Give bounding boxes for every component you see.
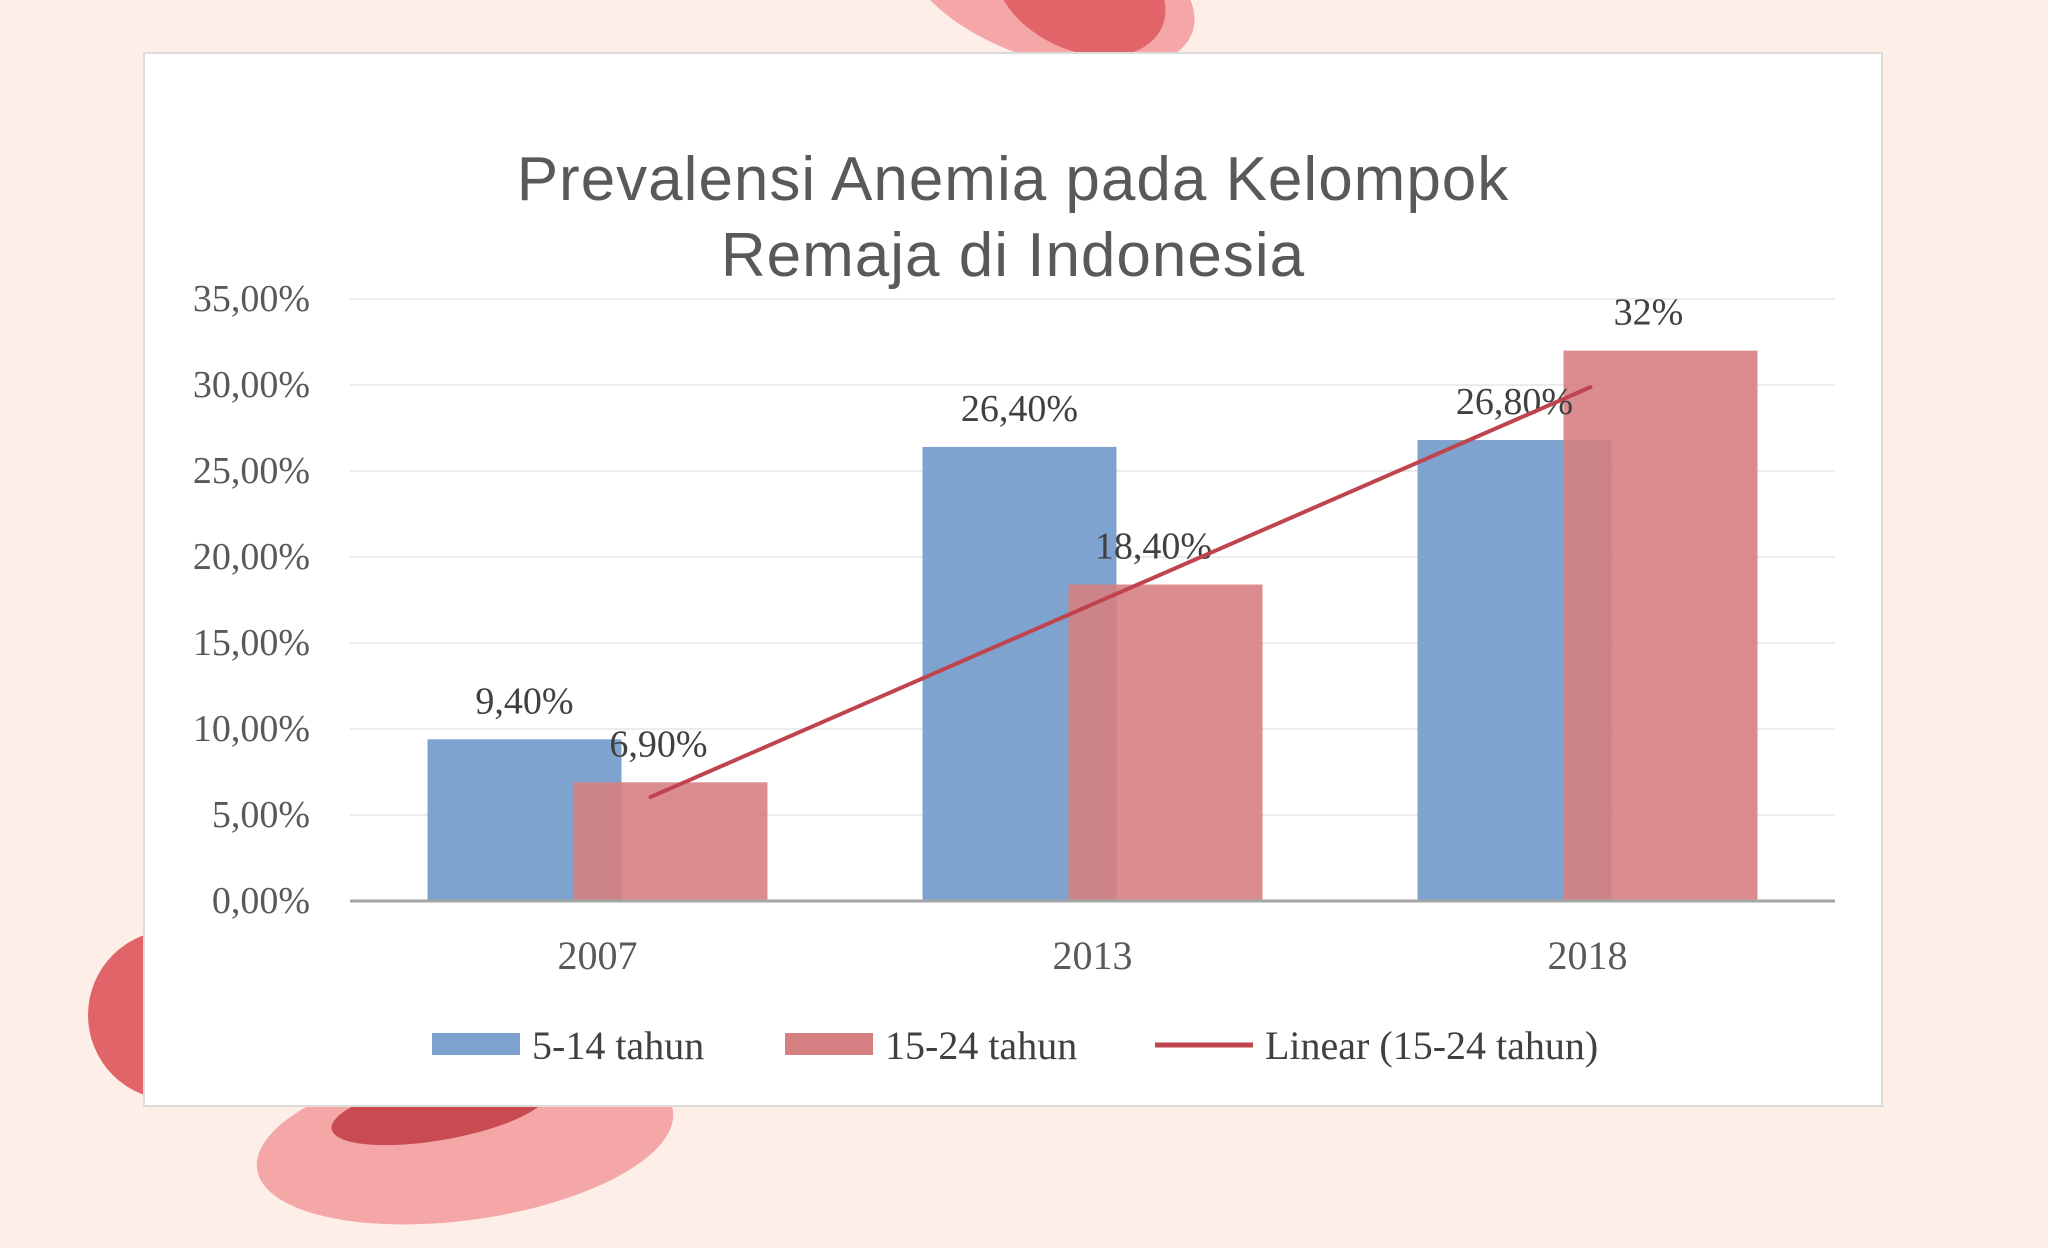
chart-card: Prevalensi Anemia pada Kelompok Remaja d… [143,52,1883,1107]
legend-swatch [785,1033,873,1055]
y-tick-label: 5,00% [212,794,310,836]
y-tick-label: 25,00% [193,450,310,492]
trendline [648,385,1593,800]
y-tick-label: 10,00% [193,708,310,750]
bar-15-24-tahun [573,782,768,901]
chart-title-line-1: Prevalensi Anemia pada Kelompok [516,145,1510,214]
chart-plot: 0,00% 5,00% 10,00% 15,00% 20,00% 25,00% 30,00%… [193,278,1835,1068]
bar-15-24-tahun [1068,584,1263,901]
data-label: 26,40% [961,388,1078,430]
x-tick-label: 2013 [1053,933,1133,978]
data-label: 32% [1614,292,1684,334]
legend-label: Linear (15-24 tahun) [1265,1023,1598,1068]
y-tick-label: 15,00% [193,622,310,664]
y-tick-label: 30,00% [193,364,310,406]
bar-15-24-tahun [1563,350,1758,902]
y-tick-label: 20,00% [193,536,310,578]
data-label: 6,90% [609,723,707,765]
chart-title-line-2: Remaja di Indonesia [720,221,1306,290]
chart-title: Prevalensi Anemia pada Kelompok Remaja d… [145,142,1881,294]
y-tick-label: 35,00% [193,278,310,320]
legend-swatch [432,1033,520,1055]
y-tick-label: 0,00% [212,880,310,922]
x-tick-label: 2018 [1548,933,1628,978]
legend-label: 5-14 tahun [532,1023,704,1068]
legend-label: 15-24 tahun [885,1023,1077,1068]
x-tick-label: 2007 [558,933,638,978]
data-label: 9,40% [475,680,573,722]
